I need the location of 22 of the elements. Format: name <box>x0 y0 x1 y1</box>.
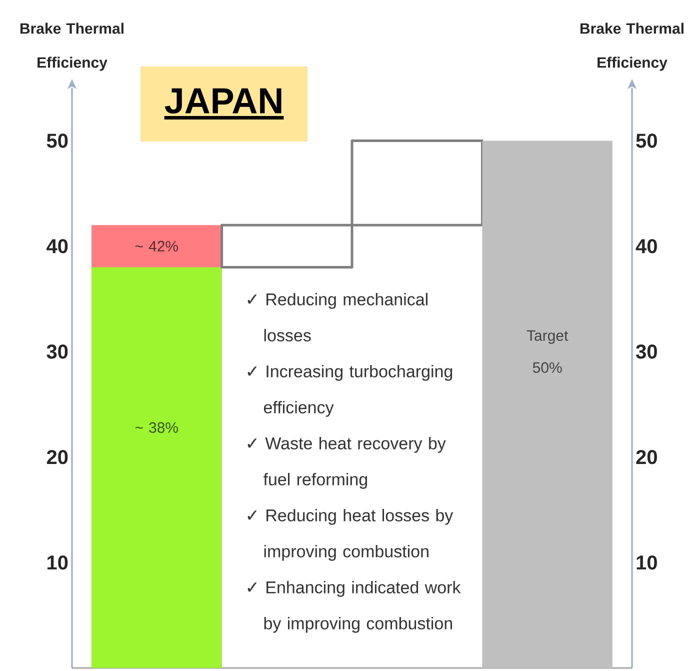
y-tick-label: 10 <box>48 555 68 570</box>
annotation: ✓ Reducing mechanical losses <box>248 292 428 342</box>
y-tick-label: 50 <box>46 134 68 148</box>
data-label: ~ 42% <box>135 240 178 252</box>
text: Brake Thermal Efficiency <box>580 22 684 71</box>
data-label: ~ 38% <box>135 422 178 433</box>
y-tick-label: 30 <box>46 344 68 359</box>
y2-tick-label: 20 <box>636 450 657 464</box>
annotation: ✓ Increasing turbocharging efficiency <box>248 364 452 417</box>
text: Target 50% <box>526 330 568 373</box>
annotation: ✓ Reducing heat losses by improving combustion <box>248 508 454 561</box>
y2-tick-label: 40 <box>636 239 657 254</box>
y-tick-label: 20 <box>46 450 68 464</box>
y2-tick-label: 10 <box>636 555 657 570</box>
text: Brake Thermal Efficiency <box>20 22 124 71</box>
y-tick-label: 40 <box>46 239 68 254</box>
chart-title: JAPAN <box>164 88 282 114</box>
annotation: ✓ Waste heat recovery by fuel reforming <box>248 436 446 489</box>
y2-tick-label: 50 <box>636 134 657 148</box>
annotation: ✓ Enhancing indicated work by improving combustion <box>248 580 461 633</box>
bar <box>482 140 612 668</box>
y2-tick-label: 30 <box>636 344 657 359</box>
